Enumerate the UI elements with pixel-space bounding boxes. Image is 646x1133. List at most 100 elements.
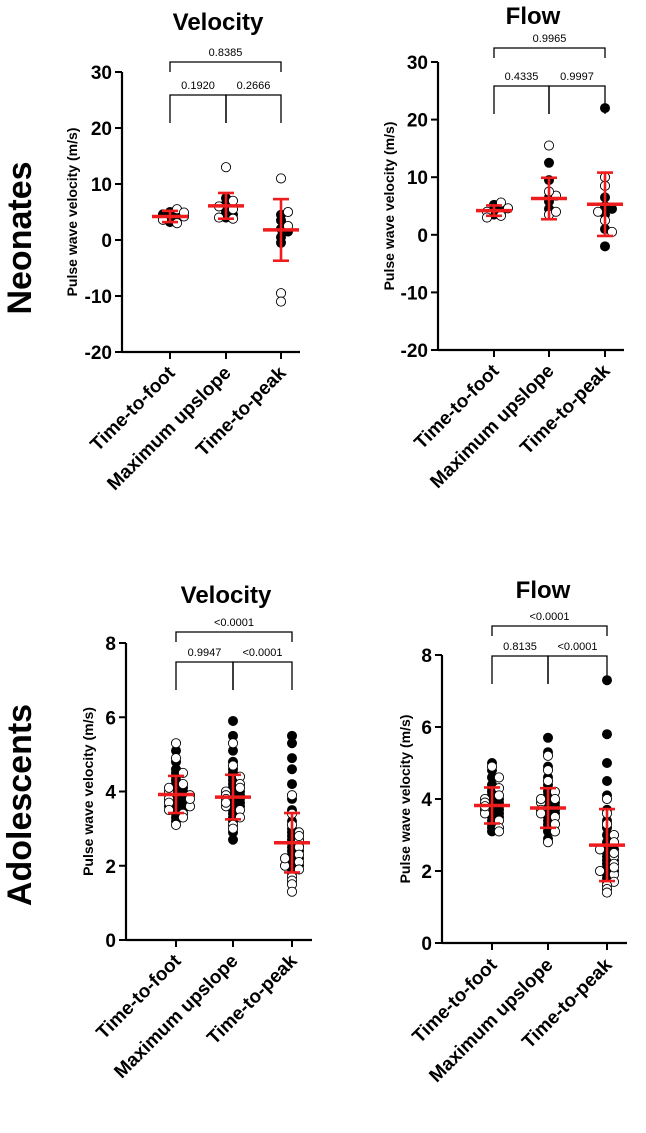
data-point-open	[549, 793, 561, 805]
y-tick-label: 20	[407, 111, 428, 132]
data-point-open	[542, 775, 554, 787]
p-value-label: <0.0001	[242, 647, 282, 659]
data-point-filled	[543, 732, 554, 743]
data-point-filled	[227, 834, 238, 845]
data-point-open	[535, 808, 547, 819]
chart-title: Velocity	[173, 9, 264, 36]
significance-bracket	[491, 655, 549, 684]
data-point-open	[170, 738, 182, 749]
data-point-open	[601, 793, 613, 805]
y-tick-label: 6	[421, 718, 432, 739]
data-point-open	[279, 853, 291, 864]
data-point-filled	[286, 764, 297, 775]
y-axis-label: Pulse wave velocity (m/s)	[64, 128, 80, 297]
data-point-open	[170, 753, 182, 764]
y-tick-label: 30	[91, 63, 112, 84]
chart-neonates-velocity: Velocity -20 -10 0 10 20 30 Pulse wave velocity…	[64, 9, 300, 495]
data-point-open	[608, 847, 620, 859]
y-tick-label: 0	[421, 934, 432, 955]
chart-neonates-flow: Flow -20 -10 0 10 20 30 Pulse wave velocity (m/…	[381, 3, 624, 493]
data-point-open	[286, 886, 298, 897]
y-tick-label: 2	[421, 862, 432, 883]
data-point-open	[234, 782, 246, 793]
y-tick-label: -10	[85, 287, 112, 308]
data-point-open	[608, 862, 620, 873]
y-tick-label: -20	[85, 343, 112, 364]
y-tick-label: 0	[105, 931, 116, 952]
y-axis-label: Pulse wave velocity (m/s)	[381, 122, 397, 291]
significance-bracket	[232, 661, 293, 690]
data-point-open	[220, 162, 232, 173]
data-point-filled	[286, 753, 297, 764]
p-value-label: <0.0001	[557, 641, 597, 653]
data-point-open	[227, 823, 239, 834]
p-value-label: 0.1920	[181, 80, 215, 92]
significance-bracket	[169, 61, 282, 72]
significance-bracket	[491, 625, 608, 636]
p-value-label: 0.8385	[209, 47, 243, 59]
data-point-open	[220, 797, 232, 808]
data-point-open	[286, 790, 298, 801]
chart-title: Flow	[516, 577, 571, 604]
y-axis-label: Pulse wave velocity (m/s)	[80, 707, 96, 876]
data-point-filled	[286, 738, 297, 749]
data-point-open	[542, 837, 554, 848]
y-tick-label: 2	[105, 857, 116, 878]
data-point-open	[594, 865, 606, 877]
data-point-open	[542, 765, 554, 776]
data-point-filled	[602, 776, 613, 787]
p-value-label: 0.8135	[503, 641, 537, 653]
significance-bracket	[493, 85, 550, 114]
p-value-label: 0.4335	[505, 71, 539, 83]
p-value-label: 0.9965	[533, 33, 567, 45]
significance-bracket	[493, 47, 606, 58]
significance-bracket	[547, 655, 608, 684]
data-point-open	[543, 140, 555, 151]
data-point-open	[493, 790, 505, 801]
y-tick-label: 0	[417, 226, 428, 247]
y-tick-label: -10	[401, 283, 428, 304]
data-point-filled	[602, 729, 613, 740]
y-tick-label: 4	[105, 783, 116, 804]
data-point-open	[227, 738, 239, 749]
p-value-label: 0.9997	[560, 71, 594, 83]
data-point-open	[227, 195, 239, 206]
data-point-open	[481, 212, 493, 223]
data-point-open	[493, 826, 505, 837]
data-point-open	[293, 831, 305, 842]
data-point-open	[227, 760, 239, 771]
y-tick-label: 10	[91, 175, 112, 196]
data-point-open	[550, 206, 562, 217]
y-tick-label: 0	[101, 231, 112, 252]
y-tick-label: -20	[401, 341, 428, 362]
data-point-filled	[227, 715, 238, 726]
y-tick-label: 6	[105, 708, 116, 729]
significance-bracket	[175, 631, 293, 642]
row-label-neonates: Neonates	[1, 161, 39, 314]
p-value-label: 0.2666	[237, 80, 271, 92]
p-value-label: 0.9947	[188, 647, 222, 659]
data-point-open	[486, 761, 498, 772]
data-point-open	[493, 772, 505, 783]
data-point-open	[170, 819, 182, 830]
data-point-open	[275, 288, 287, 299]
data-point-open	[542, 750, 554, 761]
data-point-open	[275, 173, 287, 184]
y-tick-label: 8	[105, 634, 116, 655]
data-point-open	[282, 206, 294, 218]
data-point-filled	[600, 241, 611, 252]
data-point-filled	[602, 758, 613, 769]
y-tick-label: 10	[407, 168, 428, 189]
data-point-filled	[286, 779, 297, 790]
data-point-open	[275, 296, 287, 307]
y-tick-label: 20	[91, 119, 112, 140]
y-tick-label: 4	[421, 790, 432, 811]
data-point-open	[163, 782, 175, 793]
p-value-label: <0.0001	[214, 617, 254, 629]
y-tick-label: 8	[421, 646, 432, 667]
significance-bracket	[175, 661, 234, 690]
significance-bracket	[169, 94, 227, 123]
